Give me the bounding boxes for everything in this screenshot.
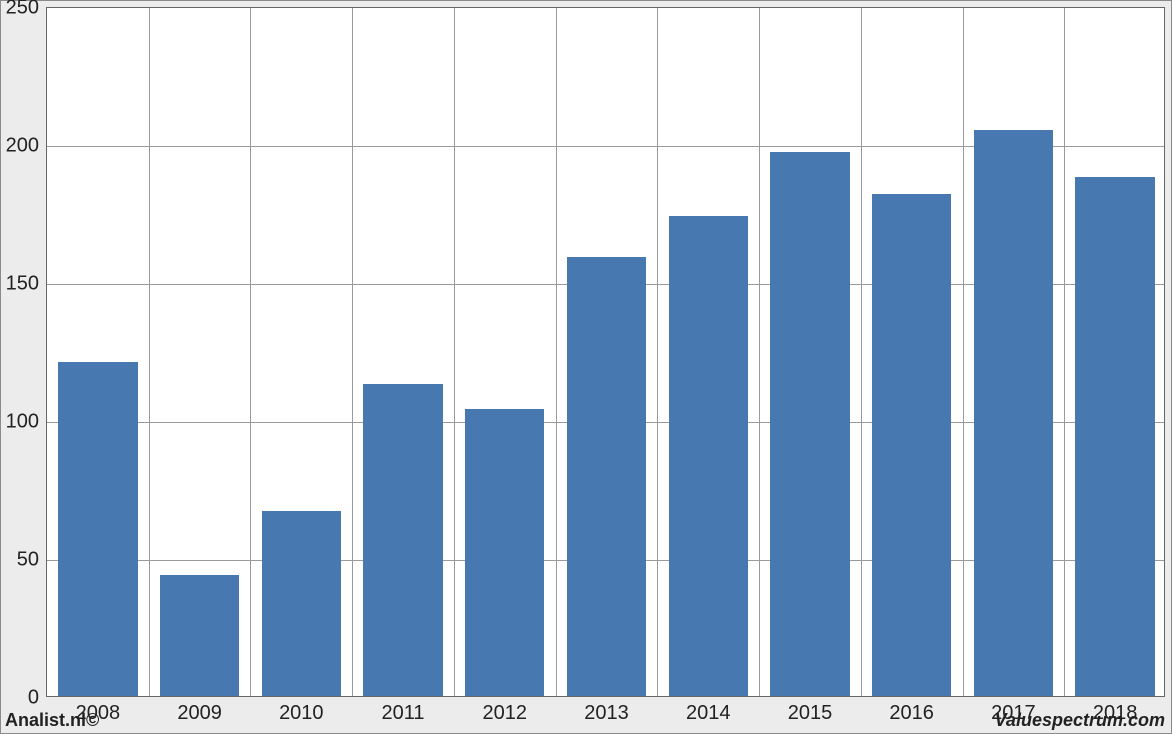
x-tick-label: 2013 xyxy=(584,702,629,725)
gridline xyxy=(454,8,455,696)
y-tick-label: 100 xyxy=(6,411,39,434)
y-tick-label: 0 xyxy=(28,687,39,710)
bar xyxy=(567,257,646,696)
y-tick-label: 50 xyxy=(17,549,39,572)
bar xyxy=(1075,177,1154,696)
bar xyxy=(160,575,239,696)
x-tick-label: 2012 xyxy=(483,702,528,725)
x-tick-label: 2010 xyxy=(279,702,324,725)
y-tick-label: 150 xyxy=(6,273,39,296)
bar xyxy=(262,511,341,696)
gridline xyxy=(250,8,251,696)
gridline xyxy=(759,8,760,696)
x-tick-label: 2009 xyxy=(177,702,222,725)
credit-left: Analist.nl© xyxy=(5,710,99,731)
gridline xyxy=(861,8,862,696)
bar xyxy=(363,384,442,696)
gridline xyxy=(963,8,964,696)
bar xyxy=(770,152,849,696)
gridline xyxy=(657,8,658,696)
gridline xyxy=(352,8,353,696)
gridline xyxy=(556,8,557,696)
bar xyxy=(974,130,1053,696)
bar xyxy=(669,216,748,696)
x-tick-label: 2015 xyxy=(788,702,833,725)
x-tick-label: 2016 xyxy=(889,702,934,725)
y-tick-label: 200 xyxy=(6,135,39,158)
x-tick-label: 2014 xyxy=(686,702,731,725)
y-tick-label: 250 xyxy=(6,0,39,20)
x-tick-label: 2011 xyxy=(382,702,425,725)
bar xyxy=(58,362,137,696)
credit-right: Valuespectrum.com xyxy=(995,710,1165,731)
bar xyxy=(872,194,951,696)
gridline xyxy=(1064,8,1065,696)
chart-container: 0501001502002502008200920102011201220132… xyxy=(0,0,1172,734)
bar xyxy=(465,409,544,696)
plot-area: 0501001502002502008200920102011201220132… xyxy=(46,7,1165,697)
gridline xyxy=(149,8,150,696)
